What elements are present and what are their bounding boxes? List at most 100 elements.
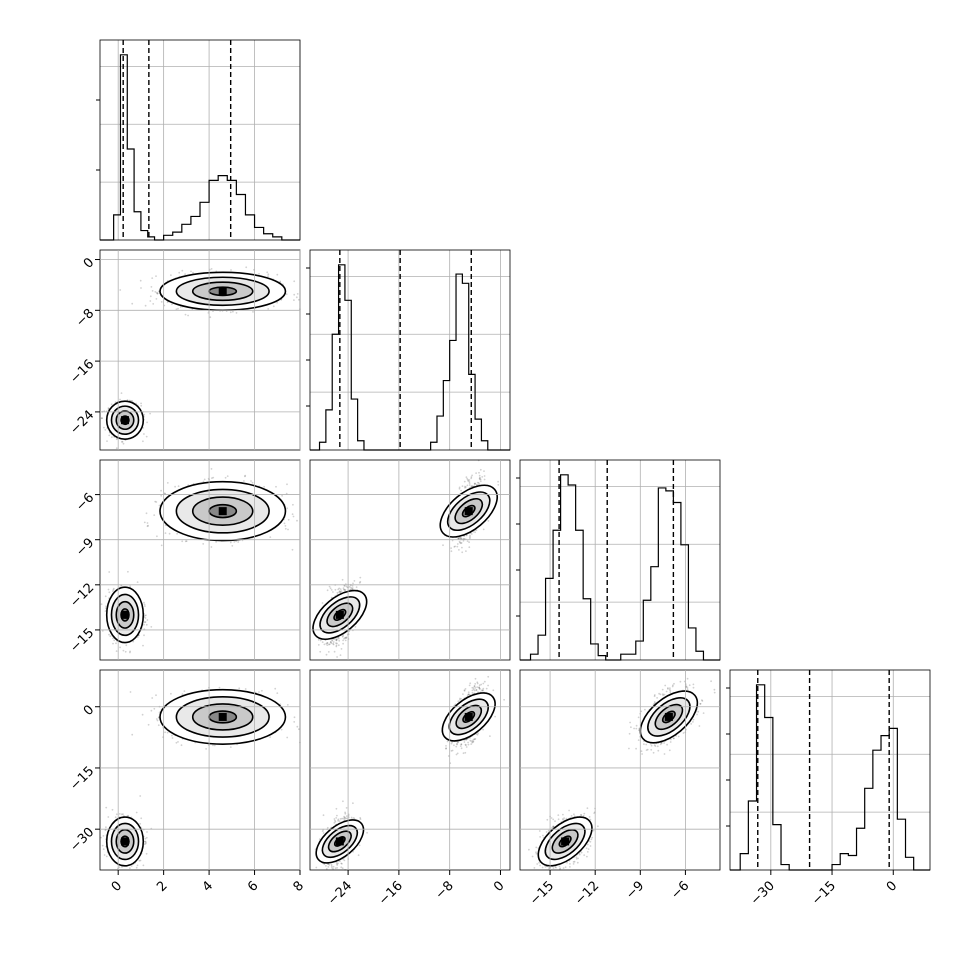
sample-point <box>146 619 149 621</box>
histogram-step <box>310 264 510 451</box>
sample-point <box>131 400 134 402</box>
sample-point <box>104 595 107 598</box>
sample-point <box>119 289 122 291</box>
sample-point <box>286 483 288 486</box>
sample-point <box>152 303 155 305</box>
sample-point <box>143 623 145 626</box>
sample-point <box>136 581 139 583</box>
sample-point <box>345 637 348 639</box>
sample-point <box>497 480 499 483</box>
sample-point <box>470 533 473 535</box>
sample-point <box>296 519 298 522</box>
sample-point <box>338 639 341 642</box>
sample-point <box>358 581 361 584</box>
sample-point <box>124 650 127 653</box>
sample-point <box>119 646 121 649</box>
sample-point <box>466 540 469 542</box>
sample-point <box>245 266 248 269</box>
sample-point <box>330 589 333 591</box>
sample-point <box>140 402 143 405</box>
sample-point <box>295 296 298 299</box>
sample-point <box>151 290 154 292</box>
density-peak <box>121 416 129 425</box>
sample-point <box>291 513 294 516</box>
density-peak <box>218 287 227 296</box>
sample-point <box>210 268 213 270</box>
sample-point <box>291 548 294 551</box>
sample-point <box>235 312 238 314</box>
sample-point <box>145 435 148 438</box>
sample-point <box>209 316 212 319</box>
sample-point <box>164 532 167 534</box>
density-peak <box>218 507 227 516</box>
sample-point <box>119 398 121 401</box>
sample-point <box>344 639 347 642</box>
sample-point <box>276 273 279 276</box>
sample-point <box>210 468 213 470</box>
sample-point <box>110 436 113 439</box>
sample-point <box>252 311 254 313</box>
sample-point <box>250 480 252 482</box>
sample-point <box>332 641 335 643</box>
sample-point <box>146 522 149 524</box>
sample-point <box>143 413 146 416</box>
sample-point <box>170 274 172 276</box>
sample-point <box>497 484 500 486</box>
sample-point <box>284 525 287 527</box>
sample-point <box>293 280 296 283</box>
sample-point <box>171 303 173 306</box>
sample-point <box>287 518 290 521</box>
sample-point <box>145 623 148 626</box>
sample-point <box>243 480 245 482</box>
sample-point <box>149 412 152 415</box>
sample-point <box>156 535 158 538</box>
sample-point <box>211 477 213 479</box>
sample-point <box>339 654 342 656</box>
sample-point <box>115 447 118 450</box>
sample-point <box>321 641 324 643</box>
sample-point <box>321 602 324 604</box>
sample-point <box>113 639 116 642</box>
sample-point <box>336 591 339 594</box>
sample-point <box>281 494 283 497</box>
sample-point <box>319 650 322 653</box>
sample-point <box>144 605 146 607</box>
sample-point <box>142 644 144 647</box>
panel-frame <box>729 669 931 871</box>
sample-point <box>329 587 332 590</box>
sample-point <box>179 306 182 308</box>
sample-point <box>354 625 357 628</box>
sample-point <box>143 433 145 435</box>
sample-point <box>351 588 353 590</box>
sample-point <box>145 512 148 515</box>
sample-point <box>332 591 334 593</box>
sample-point <box>104 429 107 431</box>
sample-point <box>140 287 142 289</box>
sample-point <box>233 541 236 543</box>
sample-point <box>146 525 149 528</box>
sample-point <box>149 295 152 298</box>
sample-point <box>151 277 154 279</box>
sample-point <box>231 545 234 547</box>
sample-point <box>325 642 328 645</box>
histogram-panel-1 <box>96 39 301 241</box>
sample-point <box>143 634 145 637</box>
sample-point <box>229 311 232 314</box>
sample-point <box>351 585 354 587</box>
sample-point <box>174 485 177 488</box>
sample-point <box>298 298 300 301</box>
sample-point <box>101 417 103 420</box>
sample-point <box>285 293 288 295</box>
sample-point <box>275 485 277 488</box>
sample-point <box>122 442 125 445</box>
sample-point <box>121 440 124 443</box>
sample-point <box>327 651 330 653</box>
sample-point <box>483 470 485 472</box>
sample-point <box>450 550 453 553</box>
histogram-panel-4 <box>726 669 931 871</box>
sample-point <box>359 576 362 579</box>
sample-point <box>267 275 269 278</box>
sample-point <box>160 494 163 497</box>
sample-point <box>342 587 345 590</box>
